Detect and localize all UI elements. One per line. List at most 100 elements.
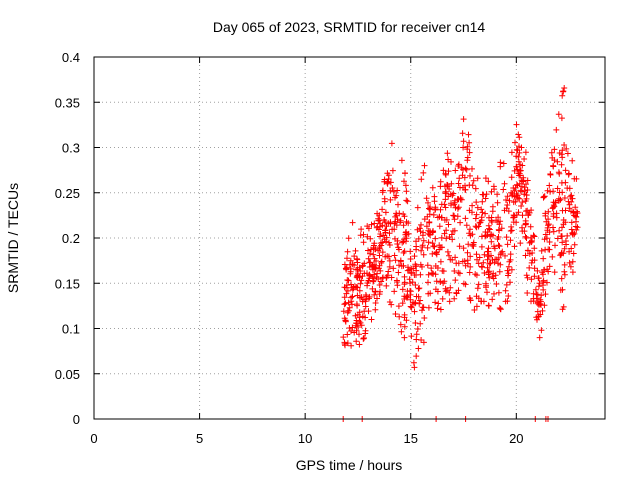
- data-point: [340, 334, 347, 341]
- data-point: [501, 207, 508, 214]
- data-point: [465, 131, 472, 138]
- data-point: [519, 212, 526, 219]
- data-point: [417, 297, 424, 304]
- data-point: [545, 221, 552, 228]
- data-point: [428, 265, 435, 272]
- data-point: [376, 282, 383, 288]
- data-point: [342, 317, 349, 324]
- data-point: [402, 182, 409, 189]
- data-point: [353, 327, 360, 334]
- data-point: [517, 240, 524, 247]
- data-point: [491, 290, 497, 297]
- data-point: [556, 170, 563, 177]
- data-point: [496, 305, 503, 311]
- data-point: [344, 287, 351, 294]
- data-point: [460, 138, 467, 145]
- data-point: [388, 140, 395, 147]
- data-point: [564, 150, 571, 157]
- data-point: [546, 263, 553, 270]
- data-point: [356, 341, 363, 348]
- data-point: [490, 270, 497, 277]
- data-point: [546, 239, 553, 245]
- data-point: [407, 248, 414, 255]
- data-point: [368, 221, 375, 228]
- data-point: [519, 199, 526, 206]
- data-point: [414, 204, 421, 211]
- data-point: [372, 306, 379, 313]
- data-point: [342, 342, 348, 349]
- data-point: [441, 278, 448, 285]
- data-point: [390, 188, 397, 195]
- data-point: [353, 266, 360, 273]
- data-point: [495, 254, 502, 261]
- data-point: [366, 295, 372, 302]
- data-point: [538, 302, 544, 308]
- data-point: [460, 116, 467, 123]
- data-point: [420, 251, 427, 258]
- data-point: [349, 261, 356, 268]
- data-point: [504, 241, 511, 248]
- data-point: [427, 290, 434, 297]
- data-point: [401, 334, 408, 341]
- data-point: [360, 239, 367, 246]
- data-point: [372, 265, 379, 272]
- data-point: [345, 299, 352, 306]
- data-point: [397, 321, 404, 328]
- data-point: [485, 178, 492, 185]
- data-point: [504, 298, 511, 305]
- x-tick-label: 15: [404, 431, 418, 446]
- data-point: [448, 180, 455, 187]
- data-point: [355, 324, 361, 330]
- data-point: [420, 339, 427, 346]
- data-point: [441, 230, 448, 237]
- data-point: [559, 92, 566, 99]
- data-point: [568, 208, 574, 215]
- data-point: [360, 231, 367, 238]
- data-point: [403, 231, 410, 238]
- data-point: [529, 250, 536, 256]
- data-point: [508, 223, 515, 230]
- data-point: [550, 213, 557, 220]
- data-point: [365, 247, 371, 254]
- data-point: [547, 188, 554, 195]
- data-point: [413, 272, 419, 278]
- data-point: [479, 264, 486, 271]
- data-point: [356, 314, 363, 321]
- data-point: [524, 187, 531, 193]
- data-point: [342, 265, 349, 272]
- data-point: [388, 301, 395, 308]
- data-point: [393, 222, 400, 229]
- data-point: [528, 207, 535, 214]
- data-point: [410, 359, 417, 366]
- data-point: [561, 268, 568, 275]
- data-point: [429, 184, 436, 191]
- data-point: [503, 281, 510, 288]
- data-point: [528, 259, 535, 266]
- data-point: [392, 235, 398, 242]
- data-point: [549, 205, 556, 212]
- data-point: [503, 197, 509, 203]
- data-point: [494, 199, 501, 206]
- data-point: [540, 194, 547, 201]
- data-point: [378, 258, 385, 265]
- data-point: [488, 188, 495, 195]
- data-point: [495, 234, 502, 240]
- data-point: [354, 259, 361, 266]
- data-point: [508, 149, 515, 156]
- data-point: [427, 229, 434, 235]
- data-point: [557, 252, 564, 259]
- data-point: [541, 193, 548, 200]
- data-point: [469, 209, 475, 216]
- data-point: [558, 275, 565, 282]
- data-point: [498, 250, 505, 256]
- data-point: [481, 270, 488, 276]
- data-point: [532, 286, 539, 293]
- data-point: [417, 320, 424, 327]
- data-point: [573, 226, 580, 233]
- data-point: [521, 156, 528, 162]
- data-point: [432, 299, 439, 306]
- data-point: [520, 174, 527, 181]
- data-point: [412, 320, 419, 326]
- data-point: [415, 345, 422, 352]
- data-point: [505, 272, 511, 279]
